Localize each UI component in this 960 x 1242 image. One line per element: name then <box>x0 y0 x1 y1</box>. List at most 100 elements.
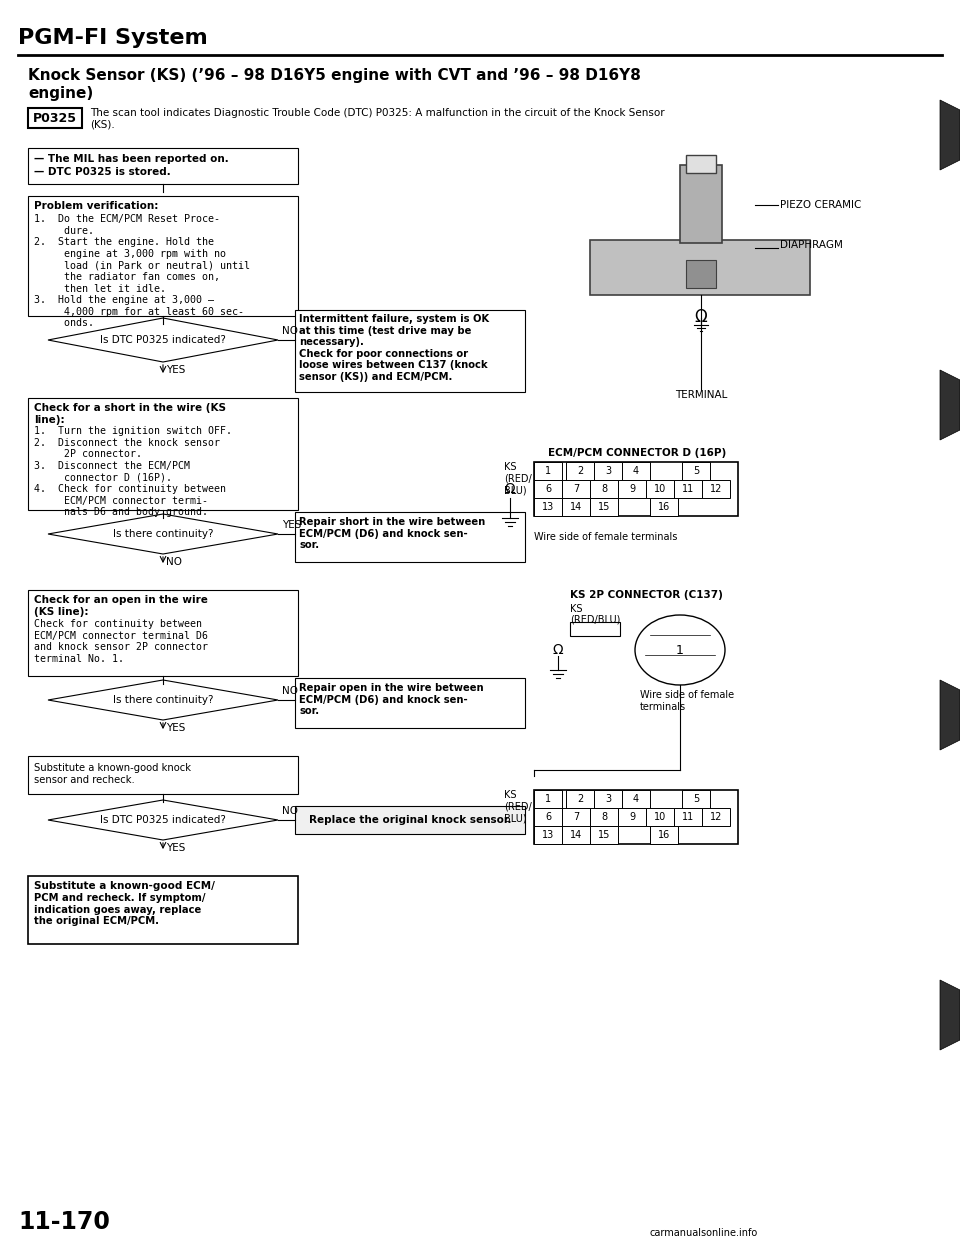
Bar <box>295 678 525 728</box>
Text: 15: 15 <box>598 830 611 840</box>
Text: 3: 3 <box>605 794 612 804</box>
Bar <box>28 397 298 510</box>
Text: (KS line):: (KS line): <box>34 607 88 617</box>
Text: Is there continuity?: Is there continuity? <box>112 696 213 705</box>
Text: 14: 14 <box>570 502 582 512</box>
Text: 16: 16 <box>658 502 670 512</box>
Bar <box>594 462 622 479</box>
Bar <box>28 756 298 794</box>
Bar <box>570 622 620 636</box>
Bar <box>686 260 716 288</box>
Text: Problem verification:: Problem verification: <box>34 201 158 211</box>
Text: — The MIL has been reported on.: — The MIL has been reported on. <box>34 154 228 164</box>
Text: 13: 13 <box>541 830 554 840</box>
Polygon shape <box>48 800 278 840</box>
Text: 7: 7 <box>573 812 579 822</box>
Bar <box>646 479 674 498</box>
Bar <box>590 826 618 845</box>
Text: KS: KS <box>570 604 583 614</box>
Text: 2: 2 <box>577 466 583 476</box>
Bar <box>534 462 738 515</box>
Bar <box>534 498 562 515</box>
Text: 11-170: 11-170 <box>18 1210 109 1235</box>
Bar <box>566 462 594 479</box>
Text: 10: 10 <box>654 812 666 822</box>
Bar <box>562 498 590 515</box>
Bar <box>28 196 298 315</box>
Text: TERMINAL: TERMINAL <box>675 390 727 400</box>
Bar <box>534 790 738 845</box>
Text: 12: 12 <box>709 484 722 494</box>
Text: KS
(RED/
BLU): KS (RED/ BLU) <box>504 462 532 496</box>
Text: 9: 9 <box>629 812 636 822</box>
Text: 8: 8 <box>601 812 607 822</box>
Text: 4: 4 <box>633 466 639 476</box>
Bar <box>28 148 298 184</box>
Text: 1: 1 <box>545 794 551 804</box>
Text: The scan tool indicates Diagnostic Trouble Code (DTC) P0325: A malfunction in th: The scan tool indicates Diagnostic Troub… <box>90 108 664 129</box>
Text: Substitute a known-good ECM/: Substitute a known-good ECM/ <box>34 881 215 891</box>
Text: engine): engine) <box>28 86 93 101</box>
Text: NO: NO <box>282 686 298 696</box>
Text: 3: 3 <box>605 466 612 476</box>
Text: — DTC P0325 is stored.: — DTC P0325 is stored. <box>34 166 171 178</box>
Bar <box>622 790 650 809</box>
Bar <box>590 809 618 826</box>
Text: 1.  Do the ECM/PCM Reset Proce-
     dure.
2.  Start the engine. Hold the
     e: 1. Do the ECM/PCM Reset Proce- dure. 2. … <box>34 214 250 328</box>
Text: NO: NO <box>282 325 298 337</box>
Bar <box>680 165 722 243</box>
Bar <box>534 479 562 498</box>
Ellipse shape <box>635 615 725 686</box>
Polygon shape <box>940 370 960 440</box>
Text: line):: line): <box>34 415 64 425</box>
Text: Check for an open in the wire: Check for an open in the wire <box>34 595 208 605</box>
Text: Substitute a known-good knock
sensor and recheck.: Substitute a known-good knock sensor and… <box>34 763 191 785</box>
Bar <box>562 479 590 498</box>
Text: 1: 1 <box>545 466 551 476</box>
Bar <box>295 512 525 561</box>
Bar <box>594 790 622 809</box>
Text: KS 2P CONNECTOR (C137): KS 2P CONNECTOR (C137) <box>570 590 723 600</box>
Bar <box>28 108 82 128</box>
Polygon shape <box>48 514 278 554</box>
Text: 4: 4 <box>633 794 639 804</box>
Bar <box>534 790 562 809</box>
Bar <box>562 826 590 845</box>
Polygon shape <box>940 681 960 750</box>
Bar <box>295 806 525 833</box>
Text: Repair short in the wire between
ECM/PCM (D6) and knock sen-
sor.: Repair short in the wire between ECM/PCM… <box>299 517 485 550</box>
Bar <box>566 790 594 809</box>
Text: 6: 6 <box>545 812 551 822</box>
Text: Intermittent failure, system is OK
at this time (test drive may be
necessary).
C: Intermittent failure, system is OK at th… <box>299 314 490 383</box>
Bar <box>590 479 618 498</box>
Bar <box>590 498 618 515</box>
Bar <box>534 462 562 479</box>
Text: 5: 5 <box>693 466 699 476</box>
Bar <box>646 809 674 826</box>
Bar <box>534 826 562 845</box>
Text: 8: 8 <box>601 484 607 494</box>
Text: NO: NO <box>282 806 298 816</box>
Text: NO: NO <box>166 556 182 568</box>
Polygon shape <box>48 318 278 361</box>
Text: 14: 14 <box>570 830 582 840</box>
Text: Is DTC P0325 indicated?: Is DTC P0325 indicated? <box>100 815 226 825</box>
Text: Check for continuity between
ECM/PCM connector terminal D6
and knock sensor 2P c: Check for continuity between ECM/PCM con… <box>34 619 208 663</box>
Bar <box>682 790 710 809</box>
Bar <box>28 590 298 676</box>
Text: 1: 1 <box>676 643 684 657</box>
Bar <box>702 809 730 826</box>
Text: 11: 11 <box>682 484 694 494</box>
Bar <box>562 809 590 826</box>
Bar <box>650 826 678 845</box>
Text: Wire side of female terminals: Wire side of female terminals <box>534 532 678 542</box>
Polygon shape <box>940 101 960 170</box>
Text: Ω: Ω <box>505 482 516 496</box>
Bar <box>618 479 646 498</box>
Bar <box>590 240 810 296</box>
Bar <box>650 498 678 515</box>
Text: ECM/PCM CONNECTOR D (16P): ECM/PCM CONNECTOR D (16P) <box>548 448 727 458</box>
Text: 15: 15 <box>598 502 611 512</box>
Text: Repair open in the wire between
ECM/PCM (D6) and knock sen-
sor.: Repair open in the wire between ECM/PCM … <box>299 683 484 717</box>
Text: Ω: Ω <box>553 643 564 657</box>
